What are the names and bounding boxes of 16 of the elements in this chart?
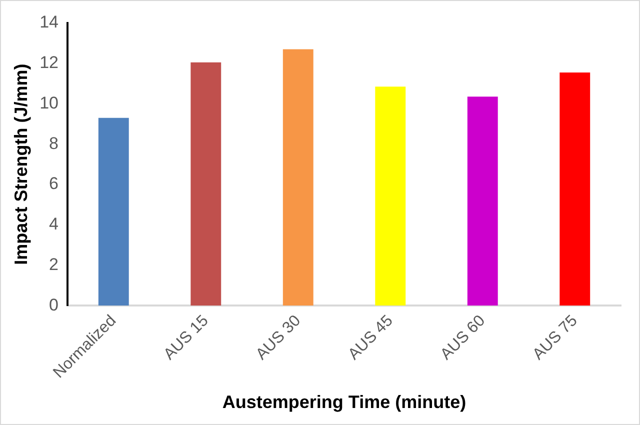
- y-tick-label: 8: [49, 134, 59, 153]
- bar: [375, 86, 406, 306]
- y-tick-label: 6: [49, 174, 59, 194]
- y-tick-label: 10: [40, 93, 59, 112]
- y-tick-label: 14: [40, 12, 59, 32]
- x-axis-title: Austempering Time (minute): [222, 392, 466, 412]
- y-tick-label: 2: [49, 254, 59, 274]
- bar: [467, 96, 498, 306]
- bar: [282, 49, 314, 306]
- y-axis-title: Impact Strength (J/mm): [10, 64, 31, 265]
- y-tick-label: 4: [49, 214, 59, 234]
- bar: [98, 118, 129, 306]
- y-tick-label: 12: [40, 53, 59, 72]
- y-tick-label: 0: [49, 295, 59, 314]
- bar: [190, 62, 222, 306]
- bar: [560, 72, 590, 306]
